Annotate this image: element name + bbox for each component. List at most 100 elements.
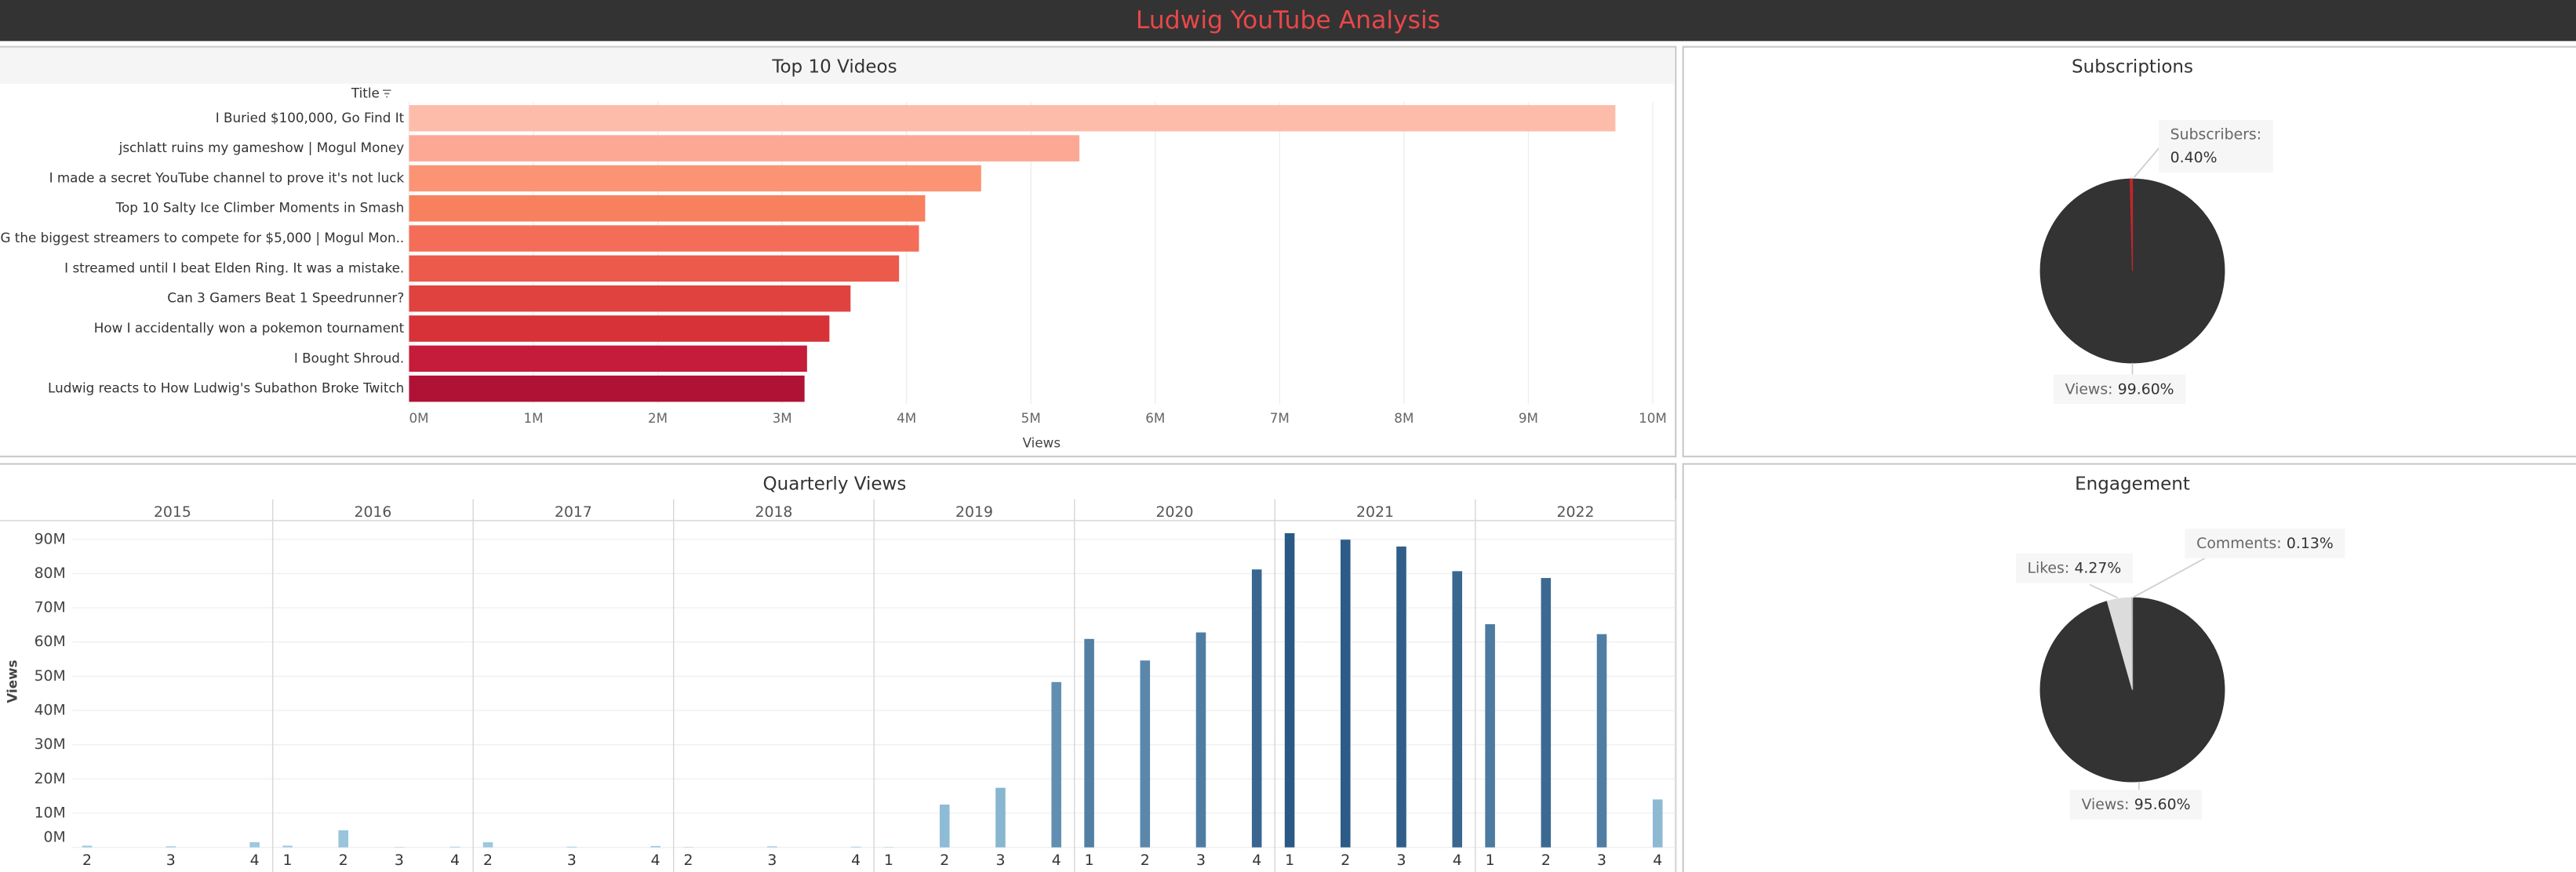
panel — [1682, 463, 2576, 872]
header-bar — [0, 0, 2576, 42]
year-label: 2020 — [1156, 504, 1194, 521]
panel-header — [0, 47, 1675, 84]
slice-value: 0.40% — [2170, 150, 2218, 166]
bar — [449, 846, 460, 848]
year-label: 2019 — [955, 504, 993, 521]
x-tick-label: 2 — [82, 852, 92, 869]
x-tick-label: 6M — [1145, 410, 1165, 426]
x-tick-label: 3 — [1597, 852, 1606, 869]
chart-title: Top 10 Videos — [771, 56, 897, 77]
category-label: I Buried $100,000, Go Find It — [216, 110, 405, 125]
category-label: I streamed until I beat Elden Ring. It w… — [64, 260, 404, 275]
bar — [1084, 638, 1094, 848]
x-tick-label: 4 — [450, 852, 460, 869]
y-tick-label: 90M — [35, 531, 66, 547]
bar — [409, 255, 900, 282]
bar — [1396, 546, 1406, 848]
label-box — [2069, 790, 2203, 820]
year-label: 2015 — [154, 504, 191, 521]
x-tick-label: 3 — [166, 852, 176, 869]
bar — [409, 105, 1616, 132]
x-tick-label: 7M — [1270, 410, 1290, 426]
x-tick-label: 3 — [767, 852, 777, 869]
y-tick-label: 60M — [35, 634, 66, 650]
bar — [249, 842, 260, 848]
year-label: 2021 — [1356, 504, 1394, 521]
x-tick-label: 8M — [1394, 410, 1414, 426]
y-axis-title: Views — [5, 659, 20, 703]
x-tick-label: 5M — [1021, 410, 1041, 426]
slice-label: Subscribers: 0.40% — [2170, 126, 2261, 165]
pie-slice — [2129, 178, 2134, 271]
label-box — [2185, 529, 2345, 559]
x-tick-label: 2 — [684, 852, 693, 869]
slice-name: Views: — [2082, 797, 2130, 813]
year-label: 2016 — [354, 504, 391, 521]
bar — [767, 846, 777, 848]
bar — [409, 225, 919, 252]
bar — [409, 315, 830, 342]
x-tick-label: 1M — [523, 410, 543, 426]
x-tick-label: 4 — [651, 852, 660, 869]
bar — [409, 345, 807, 372]
slice-label: Comments: 0.13% — [2196, 536, 2334, 552]
slice-value: 95.60% — [2134, 797, 2191, 813]
category-label: FORCING the biggest streamers to compete… — [0, 230, 404, 245]
x-tick-label: 4 — [1252, 852, 1261, 869]
bar — [338, 830, 349, 848]
x-tick-label: 4 — [1453, 852, 1462, 869]
slice-name: Comments: — [2196, 536, 2281, 552]
y-tick-label: 50M — [35, 668, 66, 685]
x-tick-label: 2 — [483, 852, 493, 869]
category-label: Ludwig reacts to How Ludwig's Subathon B… — [48, 380, 404, 396]
x-tick-label: 1 — [1085, 852, 1094, 869]
x-tick-label: 1 — [1285, 852, 1294, 869]
slice-label: Views: 95.60% — [2082, 797, 2191, 813]
label-box — [2053, 374, 2186, 405]
category-label: I made a secret YouTube channel to prove… — [49, 169, 405, 185]
y-tick-label: 40M — [35, 703, 66, 719]
x-tick-label: 2M — [648, 410, 668, 426]
year-label: 2022 — [1557, 504, 1595, 521]
x-tick-label: 4 — [1653, 852, 1662, 869]
y-tick-label: 30M — [35, 736, 66, 753]
x-tick-label: 4 — [1052, 852, 1061, 869]
sort-icon[interactable] — [382, 89, 391, 98]
x-tick-label: 0M — [409, 410, 429, 426]
x-tick-label: 3 — [567, 852, 577, 869]
bar — [1341, 540, 1351, 848]
bar — [282, 845, 293, 848]
bar — [409, 194, 926, 222]
bar — [850, 846, 861, 848]
category-label: I Bought Shroud. — [294, 350, 404, 365]
bar — [995, 787, 1006, 848]
slice-name: Views: — [2065, 381, 2113, 398]
year-label: 2017 — [555, 504, 592, 521]
y-tick-label: 0M — [44, 830, 66, 846]
bar — [482, 842, 493, 848]
x-tick-label: 3 — [1196, 852, 1206, 869]
slice-label: Views: 99.60% — [2065, 381, 2174, 398]
category-label: Top 10 Salty Ice Climber Moments in Smas… — [115, 200, 405, 216]
label-box — [2015, 553, 2133, 583]
slice-name: Subscribers: — [2170, 126, 2261, 143]
x-tick-label: 3 — [1397, 852, 1406, 869]
slice-value: 4.27% — [2074, 560, 2121, 576]
x-tick-label: 4 — [250, 852, 260, 869]
leader-line — [2089, 583, 2119, 599]
bar — [939, 805, 950, 848]
bar — [1541, 578, 1552, 848]
pie-slice — [2130, 597, 2134, 690]
bar — [566, 846, 577, 848]
x-tick-label: 1 — [1486, 852, 1495, 869]
bar — [1051, 681, 1061, 848]
bar — [1452, 571, 1463, 848]
chart-title: Quarterly Views — [763, 474, 907, 494]
x-tick-label: 1 — [283, 852, 293, 869]
bar — [1652, 799, 1663, 848]
y-tick-label: 10M — [35, 805, 66, 821]
x-axis-title: Views — [1023, 434, 1061, 450]
bar — [1251, 569, 1262, 848]
x-tick-label: 4M — [897, 410, 916, 426]
